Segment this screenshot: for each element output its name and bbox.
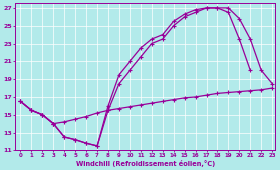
X-axis label: Windchill (Refroidissement éolien,°C): Windchill (Refroidissement éolien,°C) xyxy=(76,159,215,167)
